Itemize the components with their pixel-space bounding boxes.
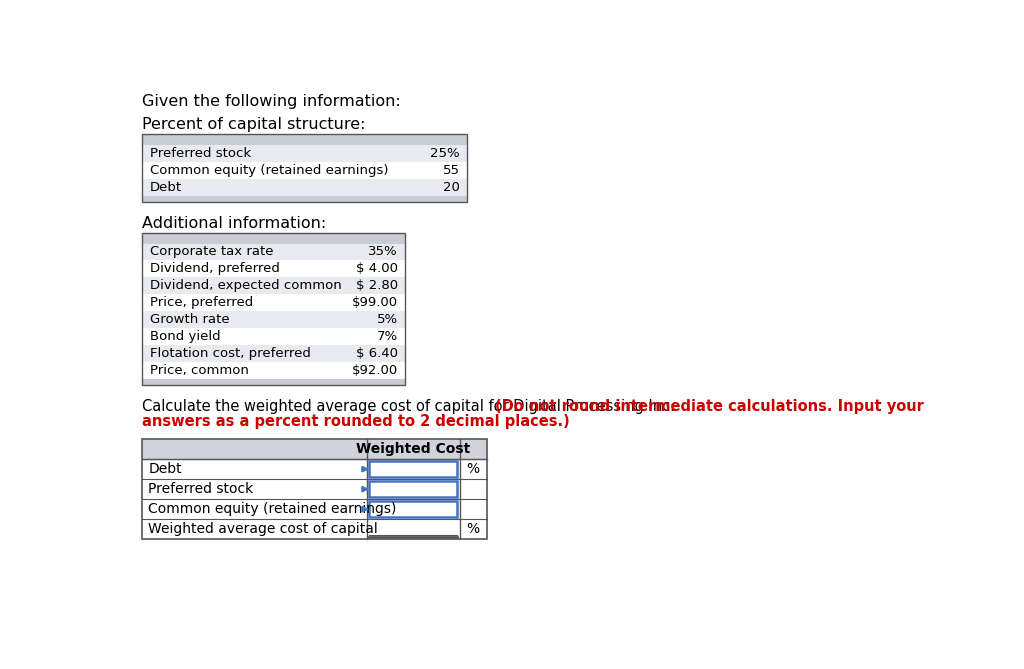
Text: $ 2.80: $ 2.80 <box>355 280 397 292</box>
Text: Corporate tax rate: Corporate tax rate <box>150 246 273 258</box>
Text: Calculate the weighted average cost of capital for Digital Processing Inc.: Calculate the weighted average cost of c… <box>142 399 680 414</box>
Text: Flotation cost, preferred: Flotation cost, preferred <box>150 347 310 360</box>
Bar <box>369 502 458 517</box>
Bar <box>369 482 458 497</box>
Bar <box>142 233 406 244</box>
Bar <box>142 196 467 202</box>
Text: Preferred stock: Preferred stock <box>150 147 251 160</box>
Text: Common equity (retained earnings): Common equity (retained earnings) <box>150 164 388 177</box>
Bar <box>142 145 467 162</box>
Text: 55: 55 <box>442 164 460 177</box>
Text: Debt: Debt <box>148 462 182 476</box>
Text: Weighted Cost: Weighted Cost <box>356 442 470 456</box>
Text: 25%: 25% <box>430 147 460 160</box>
Text: 5%: 5% <box>377 313 397 326</box>
Bar <box>142 328 406 345</box>
Bar <box>142 260 406 278</box>
Text: Dividend, preferred: Dividend, preferred <box>150 262 280 276</box>
Bar <box>142 278 406 294</box>
Text: (Do not round intermediate calculations. Input your: (Do not round intermediate calculations.… <box>496 399 925 414</box>
Bar <box>142 379 406 385</box>
Bar <box>142 479 486 499</box>
Text: Weighted average cost of capital: Weighted average cost of capital <box>148 522 378 536</box>
Bar <box>142 459 486 479</box>
Bar <box>142 162 467 179</box>
Bar <box>142 311 406 328</box>
Text: Price, common: Price, common <box>150 364 249 377</box>
Text: 35%: 35% <box>368 246 397 258</box>
Text: Additional information:: Additional information: <box>142 216 327 231</box>
Text: $ 6.40: $ 6.40 <box>355 347 397 360</box>
Bar <box>142 233 406 385</box>
Text: %: % <box>467 522 480 536</box>
Text: answers as a percent rounded to 2 decimal places.): answers as a percent rounded to 2 decima… <box>142 415 569 429</box>
Bar <box>142 134 467 202</box>
Text: Preferred stock: Preferred stock <box>148 482 253 496</box>
Text: Dividend, expected common: Dividend, expected common <box>150 280 341 292</box>
Text: Given the following information:: Given the following information: <box>142 94 400 109</box>
Bar <box>142 439 486 459</box>
Bar <box>142 179 467 196</box>
Text: $ 4.00: $ 4.00 <box>355 262 397 276</box>
Text: Debt: Debt <box>150 181 182 194</box>
Bar <box>142 439 486 539</box>
Bar <box>142 345 406 362</box>
Bar <box>142 134 467 145</box>
Text: $99.00: $99.00 <box>351 296 397 309</box>
Bar <box>142 519 486 539</box>
Text: %: % <box>467 462 480 476</box>
Text: 20: 20 <box>442 181 460 194</box>
Text: Growth rate: Growth rate <box>150 313 229 326</box>
Bar <box>142 362 406 379</box>
Bar <box>142 294 406 311</box>
Text: Common equity (retained earnings): Common equity (retained earnings) <box>148 502 396 516</box>
Text: Percent of capital structure:: Percent of capital structure: <box>142 117 366 132</box>
Text: 7%: 7% <box>377 330 397 343</box>
Text: $92.00: $92.00 <box>351 364 397 377</box>
Text: Bond yield: Bond yield <box>150 330 220 343</box>
Bar <box>142 499 486 519</box>
Bar <box>369 462 458 477</box>
Text: Price, preferred: Price, preferred <box>150 296 253 309</box>
Bar <box>142 244 406 260</box>
